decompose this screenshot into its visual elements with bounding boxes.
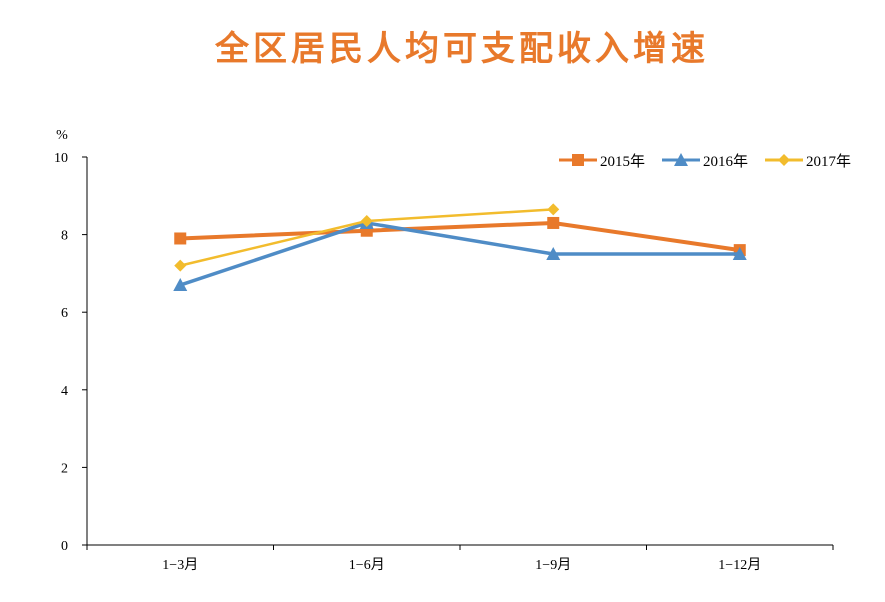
x-tick-label: 1−9月 (535, 557, 571, 573)
legend-item: 2015年 (559, 153, 645, 170)
y-tick-label: 0 (61, 539, 68, 554)
legend-label: 2015年 (600, 153, 645, 170)
axes: 0 2 4 6 8 10 1−3月 1−6月 1−9月 1−12月 (54, 151, 834, 573)
y-tick-label: 2 (61, 461, 68, 476)
data-point (174, 259, 187, 272)
legend-marker (778, 154, 790, 166)
series-line (180, 220, 741, 253)
series-1 (174, 216, 746, 257)
legend-marker (572, 154, 584, 166)
series-layer (173, 203, 747, 292)
data-point (173, 278, 188, 292)
y-tick-label: 6 (61, 306, 68, 321)
y-tick-label: 10 (54, 151, 68, 166)
data-point (732, 247, 747, 260)
legend-item: 2017年 (765, 153, 851, 170)
y-axis-unit-label: % (56, 128, 68, 143)
series-3 (174, 203, 560, 272)
data-point (547, 216, 560, 229)
y-tick-label: 8 (61, 229, 68, 244)
data-point (174, 232, 187, 245)
data-point (547, 203, 560, 216)
x-tick-label: 1−6月 (349, 557, 385, 573)
series-line (179, 221, 740, 287)
legend-item: 2016年 (662, 153, 748, 170)
data-point (546, 247, 561, 260)
legend-label: 2017年 (806, 153, 851, 170)
legend: 2015年 2016年 2017年 (559, 153, 851, 170)
legend-label: 2016年 (703, 153, 748, 170)
x-tick-label: 1−12月 (718, 557, 761, 573)
chart-title: 全区居民人均可支配收入增速 (214, 29, 709, 69)
data-point (360, 215, 373, 228)
y-tick-label: 4 (61, 384, 68, 399)
x-tick-label: 1−3月 (162, 557, 198, 573)
series-2 (173, 215, 747, 292)
legend-marker (674, 153, 688, 166)
